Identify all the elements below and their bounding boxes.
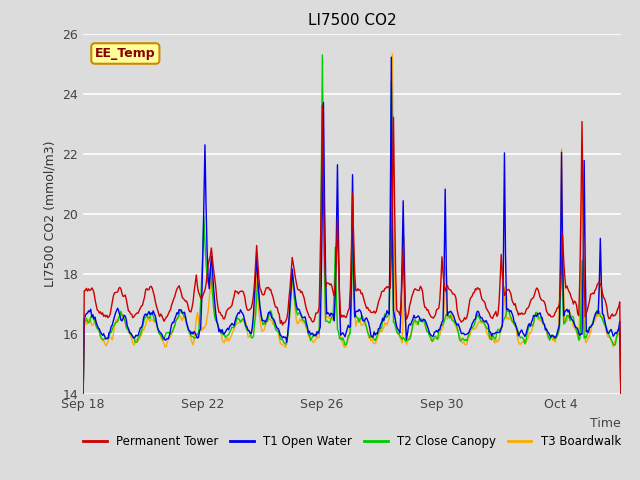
T2 Close Canopy bbox=[79, 391, 87, 396]
T3 Boardwalk bbox=[335, 261, 342, 266]
Permanent Tower bbox=[521, 311, 529, 316]
T2 Close Canopy bbox=[319, 52, 326, 58]
Line: T1 Open Water: T1 Open Water bbox=[83, 57, 621, 394]
Line: Permanent Tower: Permanent Tower bbox=[83, 105, 621, 394]
T3 Boardwalk bbox=[617, 391, 625, 396]
T2 Close Canopy bbox=[336, 336, 344, 342]
Line: T2 Close Canopy: T2 Close Canopy bbox=[83, 55, 621, 394]
T3 Boardwalk bbox=[401, 235, 408, 240]
T1 Open Water bbox=[401, 261, 408, 266]
T1 Open Water bbox=[605, 330, 612, 336]
T3 Boardwalk bbox=[605, 335, 612, 340]
T3 Boardwalk bbox=[371, 341, 378, 347]
T3 Boardwalk bbox=[521, 336, 529, 342]
T3 Boardwalk bbox=[388, 51, 396, 57]
Permanent Tower bbox=[371, 310, 379, 316]
Permanent Tower bbox=[336, 294, 344, 300]
Permanent Tower bbox=[79, 391, 87, 396]
T2 Close Canopy bbox=[371, 338, 379, 344]
Line: T3 Boardwalk: T3 Boardwalk bbox=[83, 54, 621, 394]
Title: LI7500 CO2: LI7500 CO2 bbox=[308, 13, 396, 28]
T3 Boardwalk bbox=[338, 337, 346, 343]
Legend: Permanent Tower, T1 Open Water, T2 Close Canopy, T3 Boardwalk: Permanent Tower, T1 Open Water, T2 Close… bbox=[78, 430, 626, 453]
Permanent Tower bbox=[617, 391, 625, 396]
T1 Open Water bbox=[387, 54, 395, 60]
T1 Open Water bbox=[338, 331, 346, 337]
T1 Open Water bbox=[521, 334, 529, 339]
T2 Close Canopy bbox=[605, 332, 612, 338]
Permanent Tower bbox=[319, 102, 326, 108]
Permanent Tower bbox=[605, 316, 612, 322]
T3 Boardwalk bbox=[79, 391, 87, 396]
T1 Open Water bbox=[79, 391, 87, 396]
T1 Open Water bbox=[617, 391, 625, 396]
Text: EE_Temp: EE_Temp bbox=[95, 47, 156, 60]
Permanent Tower bbox=[339, 314, 347, 320]
T2 Close Canopy bbox=[339, 335, 347, 341]
X-axis label: Time: Time bbox=[590, 417, 621, 430]
T1 Open Water bbox=[371, 329, 378, 335]
T2 Close Canopy bbox=[401, 336, 408, 342]
T1 Open Water bbox=[335, 240, 342, 245]
Permanent Tower bbox=[401, 280, 408, 286]
Y-axis label: LI7500 CO2 (mmol/m3): LI7500 CO2 (mmol/m3) bbox=[44, 140, 57, 287]
T2 Close Canopy bbox=[521, 341, 529, 347]
T2 Close Canopy bbox=[617, 391, 625, 396]
